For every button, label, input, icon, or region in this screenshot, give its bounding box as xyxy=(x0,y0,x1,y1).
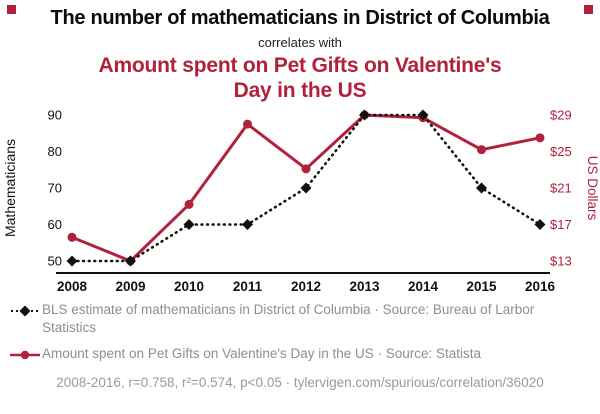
legend-label: Amount spent on Pet Gifts on Valentine's… xyxy=(42,346,482,361)
subtitle: correlates with xyxy=(258,35,342,50)
x-tick-label: 2015 xyxy=(466,279,497,294)
data-point-marker xyxy=(476,182,487,194)
data-point-marker xyxy=(300,182,312,194)
data-point-marker xyxy=(125,255,136,267)
chart-svg: 2008 2009 2010 2011 2012 2013 2014 2015 2016 50 60… xyxy=(2,108,600,295)
page-title: The number of mathematicians in District… xyxy=(50,7,550,29)
footer-stats-and-url: 2008-2016, r=0.758, r²=0.574, p<0.05 · t… xyxy=(56,374,544,390)
x-tick-label: 2011 xyxy=(233,279,263,294)
data-point-marker xyxy=(183,219,195,231)
left-axis-title: Mathematicians xyxy=(2,139,18,237)
legend-item-pet-gifts: Amount spent on Pet Gifts on Valentine's… xyxy=(9,345,590,367)
left-tick-label: 60 xyxy=(48,217,62,232)
data-point-marker xyxy=(301,164,311,174)
corner-marker-right xyxy=(584,5,593,14)
left-tick-label: 90 xyxy=(48,108,62,123)
data-point-marker xyxy=(359,109,370,121)
chart-header: The number of mathematicians in District… xyxy=(0,0,600,103)
right-tick-label: $13 xyxy=(550,254,572,269)
x-tick-label: 2016 xyxy=(525,279,556,294)
data-point-marker xyxy=(535,133,545,143)
right-tick-label: $17 xyxy=(550,217,572,232)
x-tick-label: 2008 xyxy=(57,279,88,294)
data-point-marker xyxy=(477,145,486,155)
red-line-dot-legend-icon xyxy=(9,345,42,367)
x-tick-label: 2010 xyxy=(174,279,204,294)
legend-label: BLS estimate of mathematicians in Distri… xyxy=(42,302,535,336)
right-tick-label: $25 xyxy=(550,144,572,159)
data-point-marker xyxy=(184,200,194,210)
data-point-marker xyxy=(67,233,77,243)
left-tick-label: 80 xyxy=(48,144,62,159)
series-line xyxy=(70,114,542,263)
x-tick-label: 2009 xyxy=(115,279,145,294)
data-point-marker xyxy=(534,219,546,231)
data-point-marker xyxy=(417,109,429,121)
legend: BLS estimate of mathematicians in Distri… xyxy=(9,301,590,367)
left-tick-label: 50 xyxy=(48,254,62,269)
data-point-marker xyxy=(243,120,252,129)
data-point-marker xyxy=(242,219,253,231)
legend-item-mathematicians: BLS estimate of mathematicians in Distri… xyxy=(10,301,590,337)
x-tick-label: 2012 xyxy=(291,279,321,294)
x-tick-label: 2014 xyxy=(408,279,439,294)
data-point-marker xyxy=(66,255,78,267)
black-dotted-diamond-legend-icon xyxy=(10,301,42,323)
corner-marker-left xyxy=(7,5,16,14)
x-tick-label: 2013 xyxy=(349,279,380,294)
left-tick-label: 70 xyxy=(48,181,62,196)
right-tick-label: $21 xyxy=(550,181,572,196)
right-axis-title: US Dollars xyxy=(585,156,600,221)
secondary-title: Amount spent on Pet Gifts on Valentine's… xyxy=(98,54,502,103)
right-tick-label: $29 xyxy=(550,108,572,123)
